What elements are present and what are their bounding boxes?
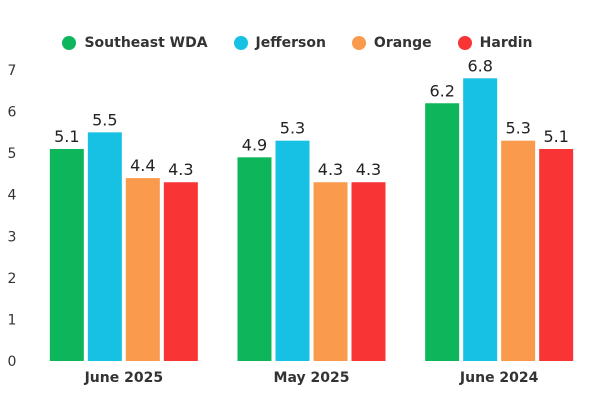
bar[interactable]: [237, 157, 272, 361]
bar[interactable]: [463, 78, 498, 362]
legend-label-southeast-wda: Southeast WDA: [84, 35, 208, 51]
x-axis-labels: June 2025 May 2025 June 2024: [84, 370, 539, 386]
bar[interactable]: [425, 103, 460, 361]
bar-value-label: 5.1: [543, 127, 568, 146]
bar-value-label: 6.8: [467, 56, 492, 75]
x-category-label: June 2024: [459, 370, 539, 386]
bar[interactable]: [539, 148, 574, 361]
y-tick-label: 6: [8, 105, 17, 121]
legend-swatch-jefferson: [233, 36, 248, 50]
bar[interactable]: [313, 182, 348, 361]
bar[interactable]: [49, 148, 84, 361]
legend-label-jefferson: Jefferson: [255, 35, 326, 51]
chart-legend: Southeast WDA Jefferson Orange Hardin: [0, 31, 595, 55]
bar[interactable]: [125, 178, 160, 361]
bar-value-label: 4.4: [130, 156, 155, 175]
bar-value-label: 5.3: [280, 119, 305, 138]
x-category-label: June 2025: [84, 370, 163, 386]
legend-label-hardin: Hardin: [479, 35, 533, 51]
legend-item-hardin[interactable]: Hardin: [457, 35, 533, 51]
bar[interactable]: [275, 140, 310, 361]
bar[interactable]: [351, 182, 386, 361]
y-tick-label: 5: [8, 146, 17, 162]
legend-item-orange[interactable]: Orange: [351, 35, 432, 51]
x-category-label: May 2025: [274, 370, 350, 386]
legend-swatch-orange: [351, 36, 366, 50]
bar-value-label: 6.2: [429, 81, 454, 100]
bar-value-label: 4.3: [168, 160, 193, 179]
bar-value-label: 5.3: [505, 119, 530, 138]
bar[interactable]: [87, 132, 122, 361]
bar-value-label: 4.9: [242, 135, 267, 154]
bar-value-label: 4.3: [356, 160, 381, 179]
y-tick-label: 1: [8, 312, 17, 328]
bar-value-label: 4.3: [318, 160, 343, 179]
bar[interactable]: [163, 182, 198, 361]
y-tick-label: 0: [8, 354, 17, 370]
legend-label-orange: Orange: [373, 35, 432, 51]
legend-item-jefferson[interactable]: Jefferson: [233, 35, 326, 51]
y-tick-label: 4: [8, 188, 17, 204]
y-tick-label: 7: [8, 63, 17, 79]
data-labels-group: 5.1 5.5 4.4 4.3 4.9 5.3 4.3 4.3 6.2 6.8 5.3 5.1: [54, 56, 569, 179]
y-axis-ticks: 0 1 2 3 4 5 6 7: [8, 63, 17, 370]
legend-item-southeast-wda[interactable]: Southeast WDA: [62, 35, 208, 51]
bar-value-label: 5.1: [54, 127, 79, 146]
y-tick-label: 2: [8, 271, 17, 287]
legend-swatch-hardin: [457, 36, 472, 50]
bar-value-label: 5.5: [92, 110, 117, 129]
bar-series-group: [49, 78, 574, 362]
legend-swatch-southeast-wda: [62, 36, 77, 50]
bar[interactable]: [501, 140, 536, 361]
y-tick-label: 3: [8, 229, 17, 245]
